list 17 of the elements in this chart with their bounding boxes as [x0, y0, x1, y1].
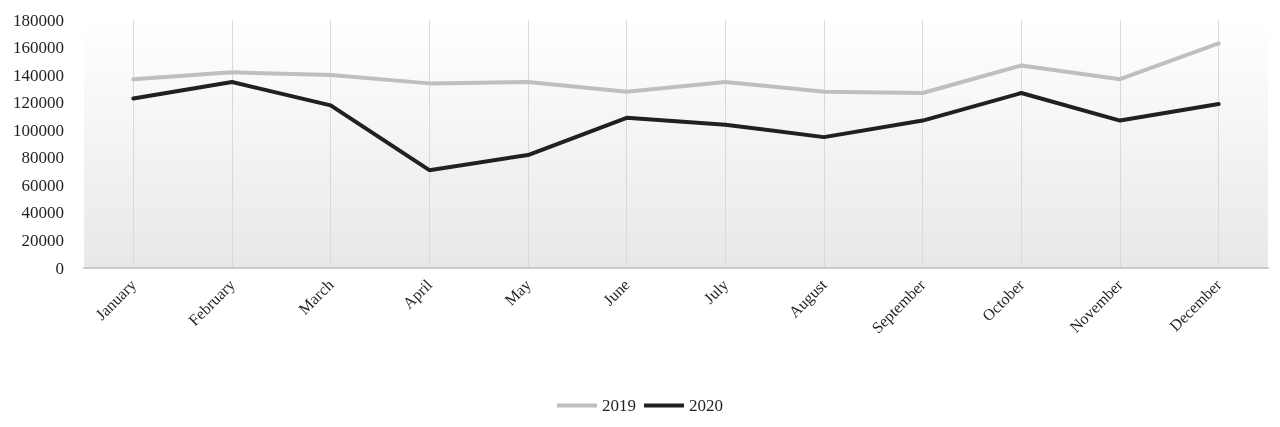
line-series: [131, 80, 1221, 173]
y-tick-label: 160000: [13, 38, 64, 58]
y-tick-label: 20000: [21, 230, 64, 250]
y-tick-label: 80000: [21, 148, 64, 168]
y-tick-label: 120000: [13, 93, 64, 113]
y-tick-label: 60000: [21, 175, 64, 195]
x-tick-label: May: [501, 275, 535, 310]
legend-label: 2019: [602, 396, 636, 415]
y-tick-label: 100000: [13, 120, 64, 140]
y-tick-label: 140000: [13, 65, 64, 85]
x-tick-label: June: [599, 275, 633, 309]
y-tick-label: 180000: [13, 10, 64, 30]
x-tick-label: July: [700, 275, 733, 308]
legend-label: 2020: [689, 396, 723, 415]
y-tick-label: 40000: [21, 203, 64, 223]
line-series: [131, 41, 1221, 96]
y-tick-label: 0: [55, 258, 64, 278]
